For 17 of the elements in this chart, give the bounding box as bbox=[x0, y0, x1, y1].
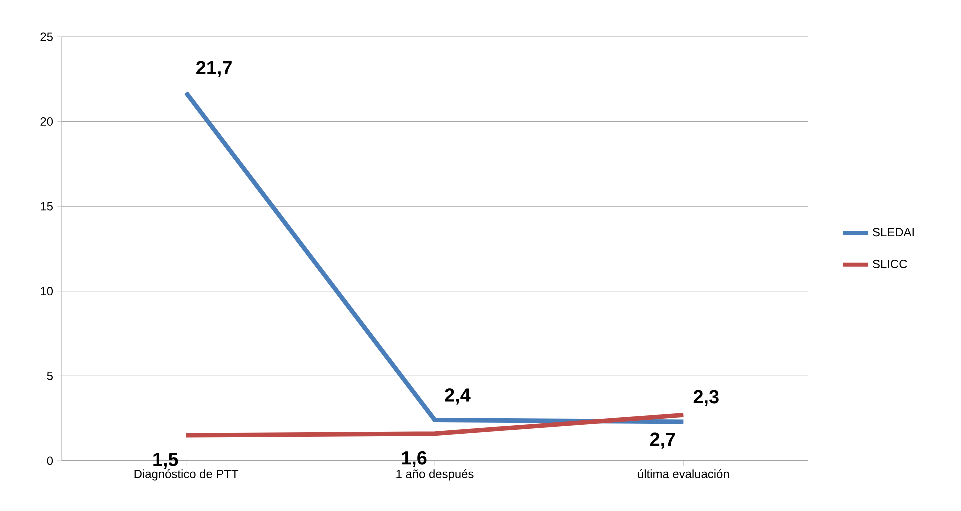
x-tick-label: 1 año después bbox=[396, 470, 474, 481]
data-label: 2,3 bbox=[694, 390, 719, 406]
data-label: 21,7 bbox=[196, 61, 232, 78]
y-tick-label: 5 bbox=[47, 372, 53, 380]
x-tick-label: Diagnóstico de PTT bbox=[134, 470, 239, 481]
y-tick-label: 10 bbox=[41, 287, 54, 296]
legend-label: SLEDAI bbox=[873, 228, 914, 237]
data-label: 1,5 bbox=[154, 453, 178, 470]
data-label: 2,4 bbox=[445, 388, 471, 405]
data-label: 2,7 bbox=[650, 432, 676, 449]
x-tick-label: última evaluación bbox=[638, 470, 730, 478]
data-label: 1,6 bbox=[402, 451, 427, 468]
y-tick-label: 25 bbox=[40, 32, 53, 42]
y-tick-label: 20 bbox=[40, 118, 54, 126]
legend-label: SLICC bbox=[873, 260, 908, 268]
y-tick-label: 0 bbox=[47, 456, 54, 466]
y-tick-label: 15 bbox=[41, 202, 53, 211]
